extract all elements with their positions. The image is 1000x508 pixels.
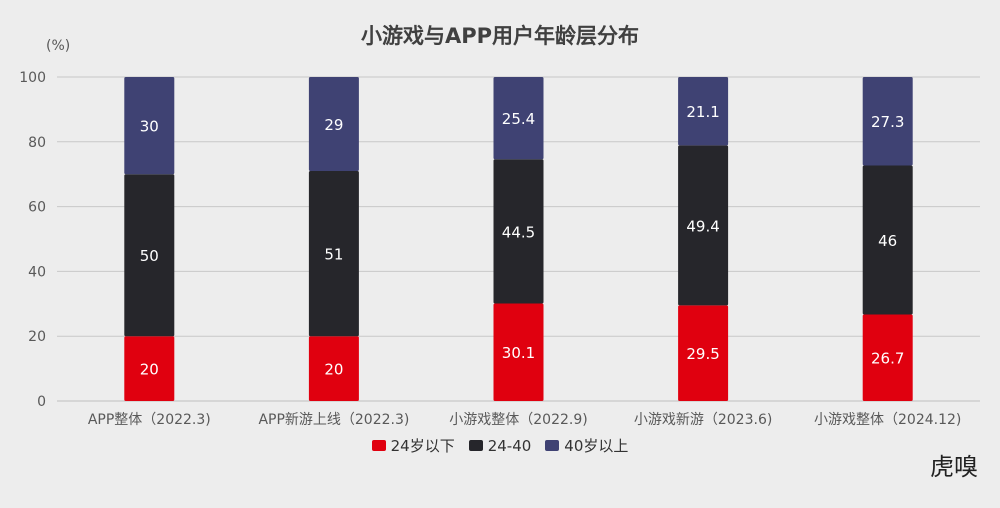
data-label: 50 bbox=[140, 247, 159, 265]
legend-item-over-40[interactable]: 40岁以上 bbox=[545, 435, 628, 456]
bar-segment bbox=[862, 77, 913, 166]
data-label: 20 bbox=[140, 361, 159, 379]
legend-swatch bbox=[371, 440, 386, 451]
y-tick-label: 60 bbox=[28, 200, 46, 216]
huxiu-logo: 虎嗅 bbox=[930, 453, 978, 481]
x-tick-label: APP新游上线（2022.3) bbox=[258, 412, 409, 428]
x-tick-label: 小游戏整体（2022.9) bbox=[449, 412, 587, 428]
bar-segment bbox=[862, 165, 913, 315]
data-label: 29.5 bbox=[686, 345, 719, 363]
data-label: 30 bbox=[140, 118, 159, 136]
bar-segment bbox=[678, 305, 729, 401]
data-label: 26.7 bbox=[871, 350, 904, 368]
data-label: 20 bbox=[324, 361, 343, 379]
y-tick-label: 100 bbox=[19, 70, 46, 86]
bar-segment bbox=[308, 336, 359, 401]
bar-segment bbox=[862, 314, 913, 401]
data-label: 44.5 bbox=[502, 223, 535, 241]
legend-item-24-40[interactable]: 24-40 bbox=[468, 435, 532, 456]
legend-label: 40岁以上 bbox=[564, 437, 629, 455]
legend-swatch bbox=[545, 440, 560, 451]
data-label: 25.4 bbox=[502, 110, 535, 128]
data-label: 27.3 bbox=[871, 113, 904, 131]
bar-segment bbox=[493, 303, 544, 401]
data-label: 21.1 bbox=[686, 103, 719, 121]
y-tick-label: 20 bbox=[28, 329, 46, 345]
bar-segment bbox=[124, 174, 175, 337]
bar-segment bbox=[124, 336, 175, 401]
chart-title: 小游戏与APP用户年龄层分布 bbox=[360, 24, 640, 48]
y-tick-label: 80 bbox=[28, 135, 46, 151]
data-label: 51 bbox=[324, 246, 343, 264]
x-tick-label: 小游戏新游（2023.6) bbox=[634, 412, 772, 428]
legend-item-under-24[interactable]: 24岁以下 bbox=[371, 435, 455, 456]
x-tick-label: 小游戏整体（2024.12) bbox=[814, 412, 961, 428]
data-label: 49.4 bbox=[686, 217, 719, 235]
bar-segment bbox=[678, 77, 729, 146]
bar-segment bbox=[124, 77, 175, 175]
legend-swatch bbox=[468, 440, 483, 451]
legend-label: 24-40 bbox=[487, 436, 532, 455]
x-tick-label: APP整体（2022.3) bbox=[88, 412, 211, 428]
bar-segment bbox=[308, 170, 359, 337]
data-label: 30.1 bbox=[502, 344, 535, 362]
data-label: 46 bbox=[878, 232, 897, 250]
bar-segment bbox=[493, 159, 544, 304]
legend: 24岁以下 24-40 40岁以上 bbox=[0, 435, 1000, 456]
data-label: 29 bbox=[324, 116, 343, 134]
y-tick-label: 40 bbox=[28, 264, 46, 280]
y-tick-label: 0 bbox=[37, 394, 46, 410]
bar-segment bbox=[493, 77, 544, 160]
y-axis-unit: (%) bbox=[46, 38, 71, 54]
legend-label: 24岁以下 bbox=[390, 437, 455, 455]
bar-segment bbox=[308, 77, 359, 171]
bar-segment bbox=[678, 145, 729, 306]
